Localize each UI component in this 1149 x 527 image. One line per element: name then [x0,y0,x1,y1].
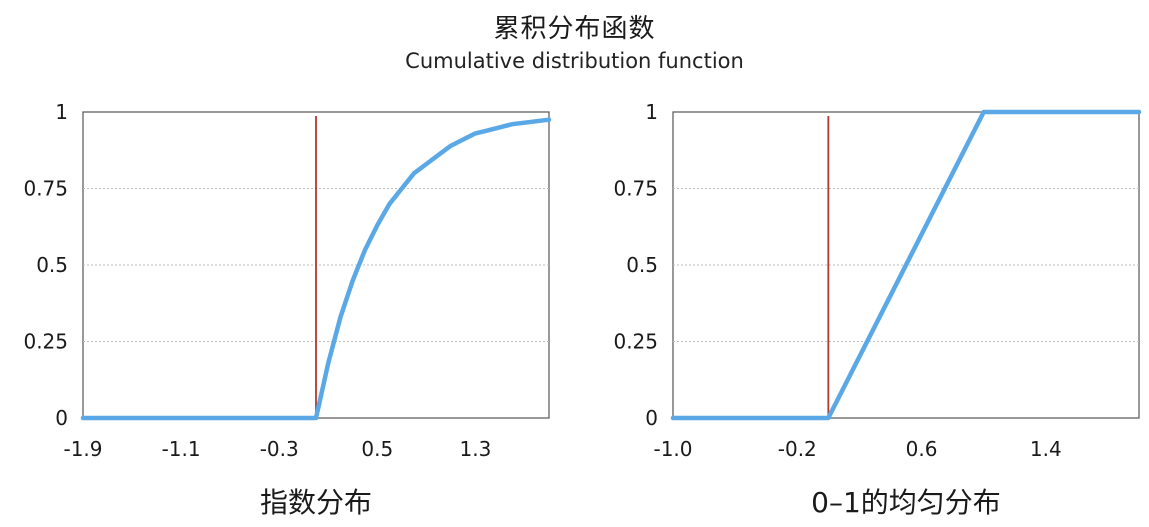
y-tick-label: 1 [55,100,68,124]
y-tick-label: 0.5 [626,253,658,277]
y-tick-label: 0 [55,406,68,430]
chart-label: 指数分布 [260,486,372,519]
x-tick-label: -1.0 [653,437,692,461]
cdf-curve [670,109,1142,421]
y-tick-label: 0.25 [23,330,68,354]
y-tick-label: 0.75 [613,177,658,201]
y-tick-label: 0.75 [23,177,68,201]
chart-title: 累积分布函数 [493,14,656,44]
x-tick-label: 0.6 [906,437,938,461]
y-tick-label: 1 [645,100,658,124]
y-tick-label: 0.25 [613,330,658,354]
chart-panel-1: 0 0.25 0.5 0.75 1 -1.9 -1.1 -0.3 0.5 1.3 指数分布 [23,100,552,519]
x-tick-label: 0.5 [361,437,393,461]
x-tick-label: 1.4 [1030,437,1062,461]
x-tick-label: -0.2 [778,437,817,461]
cdf-curve [80,117,552,421]
chart-panel-2: 0 0.25 0.5 0.75 1 -1.0 -0.2 0.6 1.4 0–1的均匀分布 [613,100,1142,519]
x-tick-label: -0.3 [260,437,299,461]
x-tick-label: -1.9 [63,437,102,461]
x-tick-label: 1.3 [460,437,492,461]
chart-label: 0–1的均匀分布 [811,486,1001,519]
chart-subtitle: Cumulative distribution function [405,49,744,73]
y-tick-label: 0.5 [36,253,68,277]
y-tick-label: 0 [645,406,658,430]
x-tick-label: -1.1 [162,437,201,461]
